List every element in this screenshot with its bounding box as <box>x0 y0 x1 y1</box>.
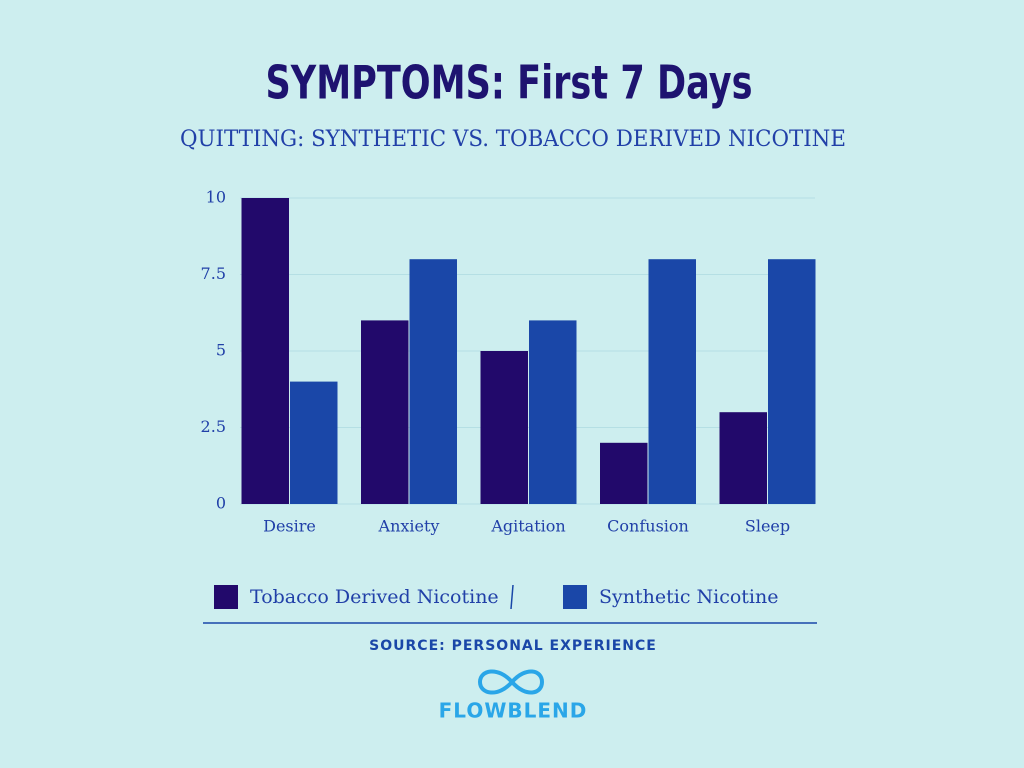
bar <box>648 259 696 504</box>
bar <box>529 320 577 504</box>
legend-label: Synthetic Nicotine <box>599 586 778 608</box>
bar <box>600 442 648 504</box>
bar <box>241 198 289 504</box>
legend-swatch <box>214 585 238 609</box>
bar <box>768 259 816 504</box>
x-tick-label: Confusion <box>607 517 689 536</box>
y-tick-label: 5 <box>216 341 226 360</box>
y-tick-label: 2.5 <box>201 417 226 436</box>
x-tick-label: Anxiety <box>378 517 440 536</box>
bar <box>480 351 528 504</box>
logo-icon <box>477 669 545 695</box>
source: SOURCE: PERSONAL EXPERIENCE <box>369 638 657 654</box>
chart-title: SYMPTOMS: First 7 Days <box>266 56 753 110</box>
x-tick-label: Sleep <box>745 517 790 536</box>
y-tick-label: 10 <box>206 188 226 207</box>
chart-subtitle: QUITTING: SYNTHETIC VS. TOBACCO DERIVED … <box>180 127 846 152</box>
bar <box>361 320 409 504</box>
legend-swatch <box>563 585 587 609</box>
logo-text: FLOWBLEND <box>439 699 588 723</box>
x-tick-label: Desire <box>263 517 316 536</box>
bar <box>719 412 767 504</box>
y-tick-label: 7.5 <box>201 264 226 283</box>
legend-label: Tobacco Derived Nicotine <box>250 586 499 608</box>
bar <box>409 259 457 504</box>
bar <box>290 381 338 504</box>
x-tick-label: Agitation <box>490 517 565 536</box>
legend-separator <box>510 584 514 610</box>
y-tick-label: 0 <box>216 494 226 513</box>
